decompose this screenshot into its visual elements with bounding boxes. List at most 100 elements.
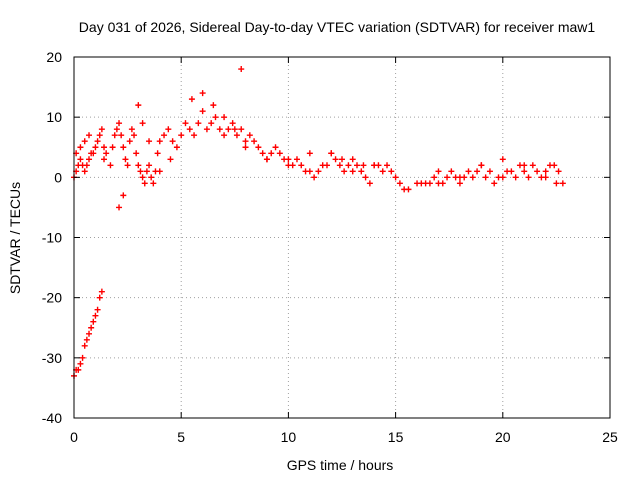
data-point (98, 126, 105, 133)
data-point (229, 120, 236, 127)
axis-ticks (73, 56, 611, 419)
data-point (435, 168, 442, 175)
data-point (525, 174, 532, 181)
x-tick-labels: 0 5 10 15 20 25 (70, 429, 618, 445)
data-point (199, 108, 206, 115)
data-point (90, 150, 97, 157)
data-point (86, 330, 93, 337)
data-point (388, 168, 395, 175)
y-axis-label: SDTVAR / TECUs (7, 182, 23, 294)
data-point (94, 306, 101, 313)
data-point (465, 168, 472, 175)
data-point (92, 144, 99, 151)
y-tick-label: 10 (46, 109, 62, 125)
data-point (384, 162, 391, 169)
data-point (251, 138, 258, 145)
data-point (103, 150, 110, 157)
data-point (173, 144, 180, 151)
data-point (512, 174, 519, 181)
data-point (120, 192, 127, 199)
data-point (439, 180, 446, 187)
data-point (81, 168, 88, 175)
data-point (268, 150, 275, 157)
data-point (238, 126, 245, 133)
data-point (161, 132, 168, 139)
x-tick-label: 25 (602, 429, 618, 445)
data-point (98, 288, 105, 295)
data-point (178, 132, 185, 139)
data-point (146, 138, 153, 145)
data-point (101, 156, 108, 163)
data-point (231, 126, 238, 133)
data-point (396, 180, 403, 187)
data-point (263, 156, 270, 163)
data-point (336, 162, 343, 169)
data-point (77, 360, 84, 367)
x-axis-label: GPS time / hours (287, 457, 394, 473)
y-tick-label: 20 (46, 49, 62, 65)
data-point (542, 168, 549, 175)
data-point (169, 138, 176, 145)
data-point (306, 150, 313, 157)
data-point (126, 138, 133, 145)
data-point (285, 156, 292, 163)
data-point (534, 168, 541, 175)
data-point (306, 168, 313, 175)
gridlines (74, 57, 610, 418)
data-point (148, 174, 155, 181)
data-point (203, 126, 210, 133)
data-point (116, 204, 123, 211)
data-point (186, 126, 193, 133)
data-point (255, 144, 262, 151)
data-point (83, 336, 90, 343)
data-point (165, 126, 172, 133)
data-point (551, 162, 558, 169)
data-point (315, 168, 322, 175)
data-point (482, 174, 489, 181)
data-point (358, 168, 365, 175)
data-point (191, 132, 198, 139)
data-point (478, 162, 485, 169)
x-tick-label: 15 (388, 429, 404, 445)
data-point (122, 156, 129, 163)
data-point (156, 168, 163, 175)
data-point (360, 162, 367, 169)
data-point (276, 150, 283, 157)
data-point (139, 120, 146, 127)
data-point (109, 144, 116, 151)
data-point (474, 168, 481, 175)
data-point (92, 312, 99, 319)
data-point (259, 150, 266, 157)
data-point (156, 138, 163, 145)
data-points (71, 66, 566, 379)
data-point (486, 168, 493, 175)
data-point (113, 126, 120, 133)
data-point (366, 180, 373, 187)
data-point (133, 150, 140, 157)
data-point (332, 156, 339, 163)
data-point (379, 168, 386, 175)
data-point (456, 174, 463, 181)
data-point (238, 66, 245, 73)
data-point (216, 126, 223, 133)
data-point (221, 132, 228, 139)
data-point (188, 96, 195, 103)
data-point (120, 144, 127, 151)
data-point (272, 144, 279, 151)
data-point (426, 180, 433, 187)
data-point (139, 174, 146, 181)
data-point (143, 168, 150, 175)
y-tick-label: -20 (42, 290, 62, 306)
data-point (323, 162, 330, 169)
y-tick-label: -40 (42, 410, 62, 426)
data-point (499, 156, 506, 163)
data-point (448, 168, 455, 175)
data-point (86, 132, 93, 139)
data-point (508, 168, 515, 175)
data-point (469, 174, 476, 181)
data-point (354, 162, 361, 169)
data-point (86, 156, 93, 163)
data-point (559, 180, 566, 187)
